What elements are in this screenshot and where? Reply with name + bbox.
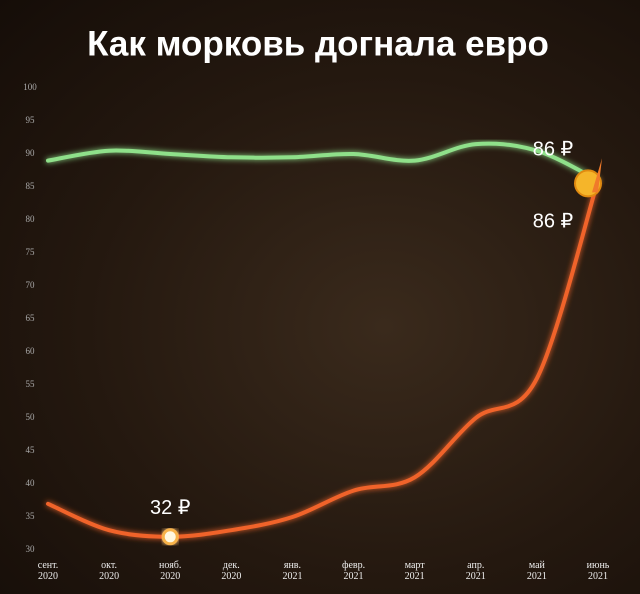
x-tick-label: сент. 2020	[37, 560, 59, 582]
y-tick-label: 80	[26, 214, 36, 224]
y-tick-label: 70	[26, 280, 36, 290]
carrot-icon	[592, 158, 602, 193]
y-tick-label: 85	[26, 181, 36, 191]
x-tick-label: февр. 2021	[341, 560, 366, 582]
x-tick-label: март 2021	[404, 560, 425, 582]
y-tick-label: 35	[26, 511, 36, 521]
y-tick-label: 75	[26, 247, 36, 257]
y-tick-label: 90	[26, 148, 36, 158]
x-tick-label: окт. 2020	[99, 560, 120, 582]
y-tick-label: 45	[26, 445, 36, 455]
y-tick-label: 55	[26, 379, 36, 389]
series-line	[46, 141, 600, 183]
x-tick-label: нояб. 2020	[159, 560, 182, 582]
value-label: 86 ₽	[533, 211, 574, 233]
x-tick-label: дек. 2020	[221, 560, 242, 582]
y-tick-label: 65	[26, 313, 36, 323]
value-label: 32 ₽	[150, 497, 191, 519]
x-tick-label: янв. 2021	[282, 560, 303, 582]
highlight-dot	[161, 528, 179, 546]
y-tick-label: 30	[26, 544, 36, 554]
y-tick-label: 40	[26, 478, 36, 488]
x-tick-label: май 2021	[526, 560, 547, 582]
value-label: 86 ₽	[533, 139, 574, 161]
x-tick-label: апр. 2021	[465, 560, 486, 582]
y-tick-label: 100	[23, 82, 37, 92]
chart-title: Как морковь догнала евро	[87, 24, 549, 63]
y-tick-label: 50	[26, 412, 36, 422]
y-tick-label: 95	[26, 115, 36, 125]
y-tick-label: 60	[26, 346, 36, 356]
x-tick-label: июнь 2021	[586, 560, 610, 582]
series-line	[46, 178, 600, 539]
